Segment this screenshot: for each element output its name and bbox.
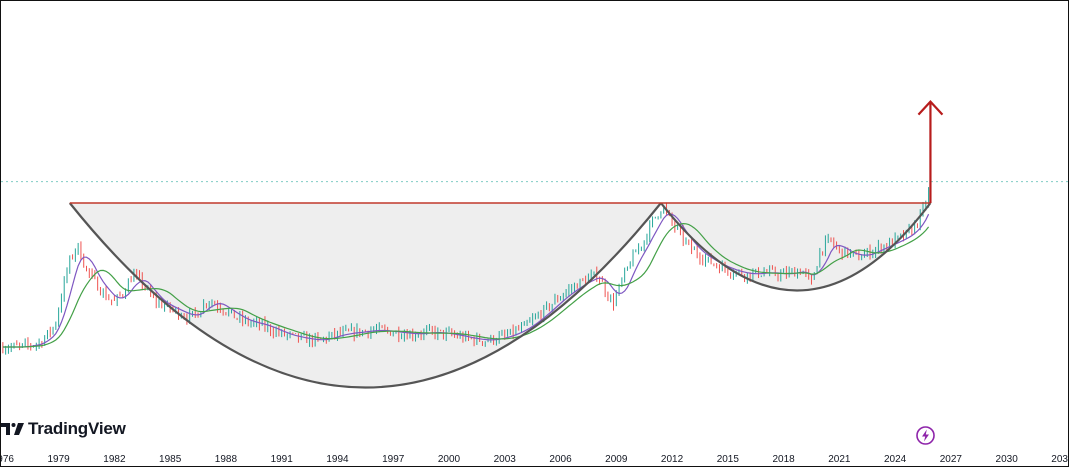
moving-average-slow-line	[2, 222, 930, 348]
x-axis-tick-label: 2024	[884, 454, 907, 465]
x-axis-tick-label: 2009	[605, 454, 628, 465]
x-axis-tick-label: 1976	[1, 454, 14, 465]
x-axis-tick-label: 2006	[549, 454, 572, 465]
x-axis-tick-label: 1994	[326, 454, 349, 465]
tradingview-wordmark: TradingView	[28, 419, 126, 438]
tradingview-brand[interactable]: TradingView	[1, 417, 126, 441]
x-axis-tick-label: 2003	[494, 454, 517, 465]
cup-curve-major	[68, 202, 662, 389]
tradingview-logo-icon	[1, 423, 24, 435]
x-axis-tick-label: 2021	[828, 454, 851, 465]
x-axis-tick-label: 2018	[772, 454, 795, 465]
cup-fill-area	[69, 203, 661, 388]
lightning-icon[interactable]	[915, 425, 936, 446]
breakout-arrow-head	[917, 100, 944, 116]
x-axis-tick-label: 1985	[159, 454, 182, 465]
x-axis-tick-label: 1982	[103, 454, 126, 465]
x-axis-tick-label: 2000	[438, 454, 461, 465]
x-axis-tick-label: 1997	[382, 454, 405, 465]
x-axis-tick-label: 1979	[48, 454, 71, 465]
cup-curve-minor	[660, 202, 932, 292]
x-axis-tick-label: 2012	[661, 454, 684, 465]
x-axis-tick-label: 2015	[717, 454, 740, 465]
x-axis-tick-label: 2033	[1051, 454, 1068, 465]
x-axis-tick-label: 2030	[996, 454, 1019, 465]
x-axis-tick-label: 2027	[940, 454, 963, 465]
x-axis-tick-label: 1991	[271, 454, 294, 465]
x-axis-tick-label: 1988	[215, 454, 238, 465]
